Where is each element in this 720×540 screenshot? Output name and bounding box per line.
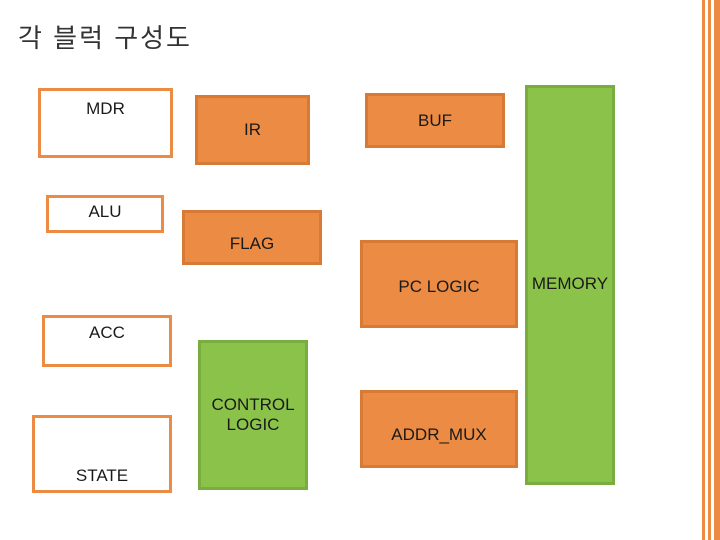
block-label: CONTROLLOGIC — [211, 395, 294, 435]
block-ir: IR — [195, 95, 310, 165]
block-mdr: MDR — [38, 88, 173, 158]
block-label: FLAG — [230, 234, 274, 254]
block-acc: ACC — [42, 315, 172, 367]
block-label: PC LOGIC — [398, 277, 479, 297]
block-label: ALU — [88, 202, 121, 222]
block-label: STATE — [76, 466, 128, 486]
block-flag: FLAG — [182, 210, 322, 265]
block-memory: MEMORY — [525, 85, 615, 485]
block-pclogic: PC LOGIC — [360, 240, 518, 328]
block-label: BUF — [418, 111, 452, 131]
block-addrmux: ADDR_MUX — [360, 390, 518, 468]
block-label: MDR — [86, 99, 125, 119]
block-buf: BUF — [365, 93, 505, 148]
block-label: ADDR_MUX — [391, 425, 486, 445]
right-stripes — [702, 0, 720, 540]
diagram-title: 각 블럭 구성도 — [18, 18, 192, 55]
block-label: ACC — [89, 323, 125, 343]
block-label: IR — [244, 120, 261, 140]
block-control: CONTROLLOGIC — [198, 340, 308, 490]
block-label: MEMORY — [532, 274, 608, 294]
stripe-5 — [714, 0, 720, 540]
block-state: STATE — [32, 415, 172, 493]
block-alu: ALU — [46, 195, 164, 233]
